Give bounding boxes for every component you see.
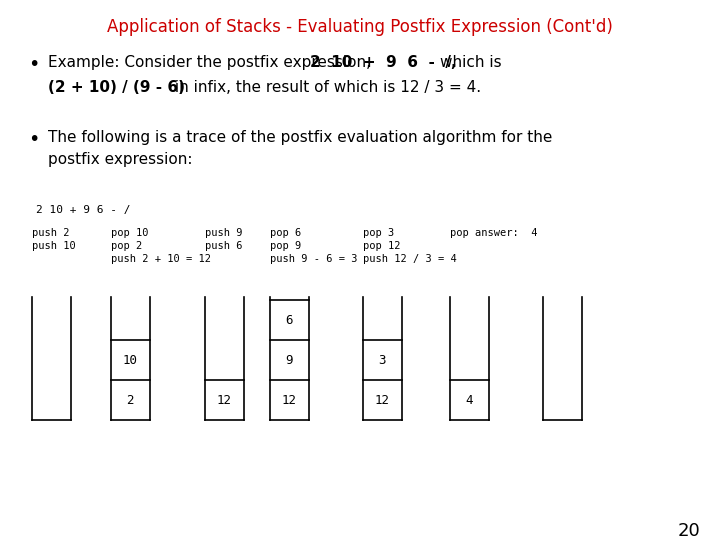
Text: pop 12: pop 12	[363, 241, 400, 251]
Text: The following is a trace of the postfix evaluation algorithm for the: The following is a trace of the postfix …	[48, 130, 552, 145]
Text: (2 + 10) / (9 - 6): (2 + 10) / (9 - 6)	[48, 80, 185, 95]
Text: which is: which is	[440, 55, 502, 70]
Text: pop 3: pop 3	[363, 228, 395, 238]
Text: push 12 / 3 = 4: push 12 / 3 = 4	[363, 254, 456, 264]
Text: 2: 2	[126, 394, 134, 407]
Text: pop 9: pop 9	[270, 241, 301, 251]
Text: 12: 12	[217, 394, 232, 407]
Text: •: •	[28, 55, 40, 74]
Text: Example: Consider the postfix expression,: Example: Consider the postfix expression…	[48, 55, 371, 70]
Text: push 9 - 6 = 3: push 9 - 6 = 3	[270, 254, 358, 264]
Text: Application of Stacks - Evaluating Postfix Expression (Cont'd): Application of Stacks - Evaluating Postf…	[107, 18, 613, 36]
Text: •: •	[28, 130, 40, 149]
Text: 6: 6	[285, 314, 293, 327]
Text: 20: 20	[678, 522, 700, 540]
Text: pop answer:  4: pop answer: 4	[450, 228, 538, 238]
Text: push 9: push 9	[205, 228, 243, 238]
Text: push 10: push 10	[32, 241, 76, 251]
Text: 2 10 + 9 6 - /: 2 10 + 9 6 - /	[36, 205, 130, 215]
Text: push 6: push 6	[205, 241, 243, 251]
Text: 4: 4	[465, 394, 473, 407]
Text: 2  10  +  9  6  -  /,: 2 10 + 9 6 - /,	[310, 55, 456, 70]
Text: push 2 + 10 = 12: push 2 + 10 = 12	[111, 254, 211, 264]
Text: pop 10: pop 10	[111, 228, 148, 238]
Text: pop 2: pop 2	[111, 241, 143, 251]
Text: in infix, the result of which is 12 / 3 = 4.: in infix, the result of which is 12 / 3 …	[170, 80, 481, 95]
Text: 12: 12	[374, 394, 390, 407]
Text: 10: 10	[122, 354, 138, 367]
Text: 12: 12	[282, 394, 297, 407]
Text: 3: 3	[378, 354, 386, 367]
Text: 9: 9	[285, 354, 293, 367]
Text: postfix expression:: postfix expression:	[48, 152, 192, 167]
Text: push 2: push 2	[32, 228, 70, 238]
Text: pop 6: pop 6	[270, 228, 301, 238]
